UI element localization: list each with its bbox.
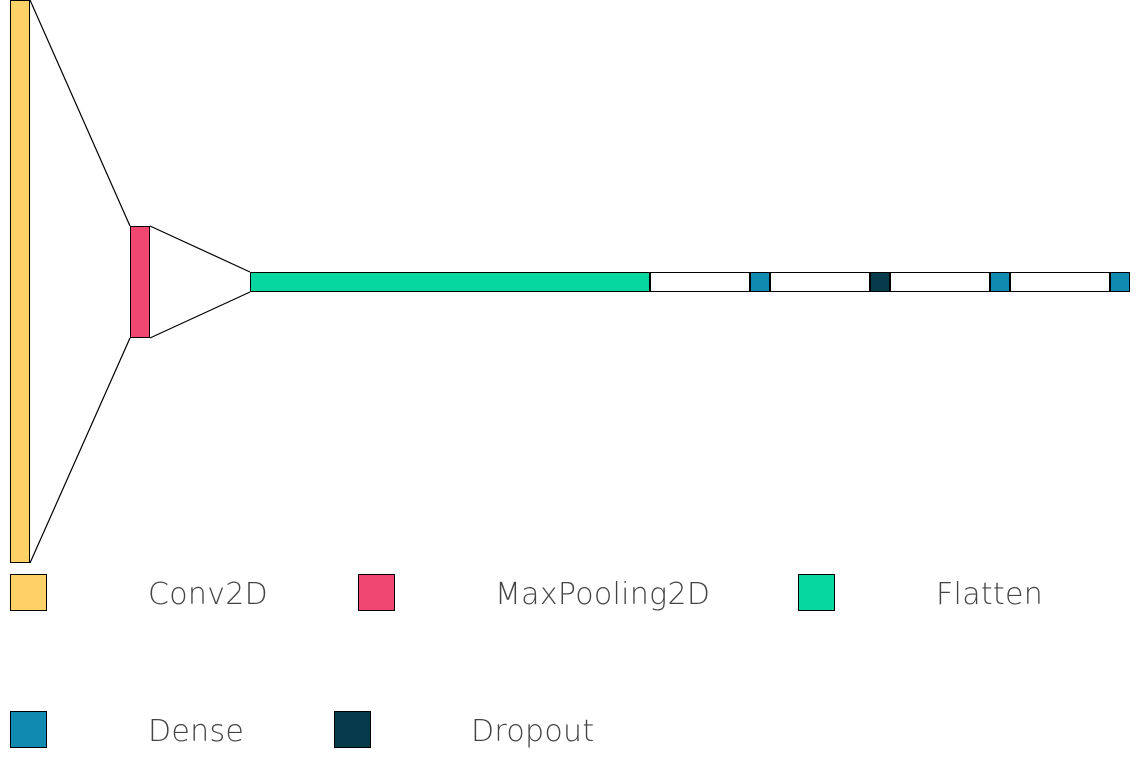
layer-dense-4	[750, 272, 770, 292]
connector-box-5	[770, 272, 870, 292]
connector-line-2	[29, 337, 131, 564]
connector-box-9	[1010, 272, 1110, 292]
legend-label-dense: Dense	[148, 714, 244, 749]
legend-label-dropout: Dropout	[471, 714, 594, 749]
connector-line-3	[149, 225, 251, 273]
layer-maxpooling2d-1	[130, 226, 150, 338]
connector-box-7	[890, 272, 990, 292]
legend-label-flatten: Flatten	[936, 577, 1043, 612]
legend-swatch-maxpooling2d	[358, 574, 395, 611]
layer-dense-10	[1110, 272, 1130, 292]
layer-dense-8	[990, 272, 1010, 292]
layer-dropout-6	[870, 272, 890, 292]
legend-label-maxpooling2d: MaxPooling2D	[495, 577, 710, 612]
connector-box-3	[650, 272, 750, 292]
layer-conv2d-0	[10, 0, 30, 563]
legend-swatch-dropout	[334, 711, 371, 748]
legend-swatch-flatten	[798, 574, 835, 611]
layer-flatten-2	[250, 272, 650, 292]
legend: Conv2D MaxPooling2D Flatten Dense Dropout	[10, 574, 1043, 749]
connector-line-4	[149, 291, 251, 339]
legend-swatch-conv2d	[10, 574, 47, 611]
legend-swatch-dense	[10, 711, 47, 748]
connector-line-1	[29, 0, 131, 227]
layers-group	[10, 0, 1130, 564]
legend-label-conv2d: Conv2D	[148, 577, 268, 612]
